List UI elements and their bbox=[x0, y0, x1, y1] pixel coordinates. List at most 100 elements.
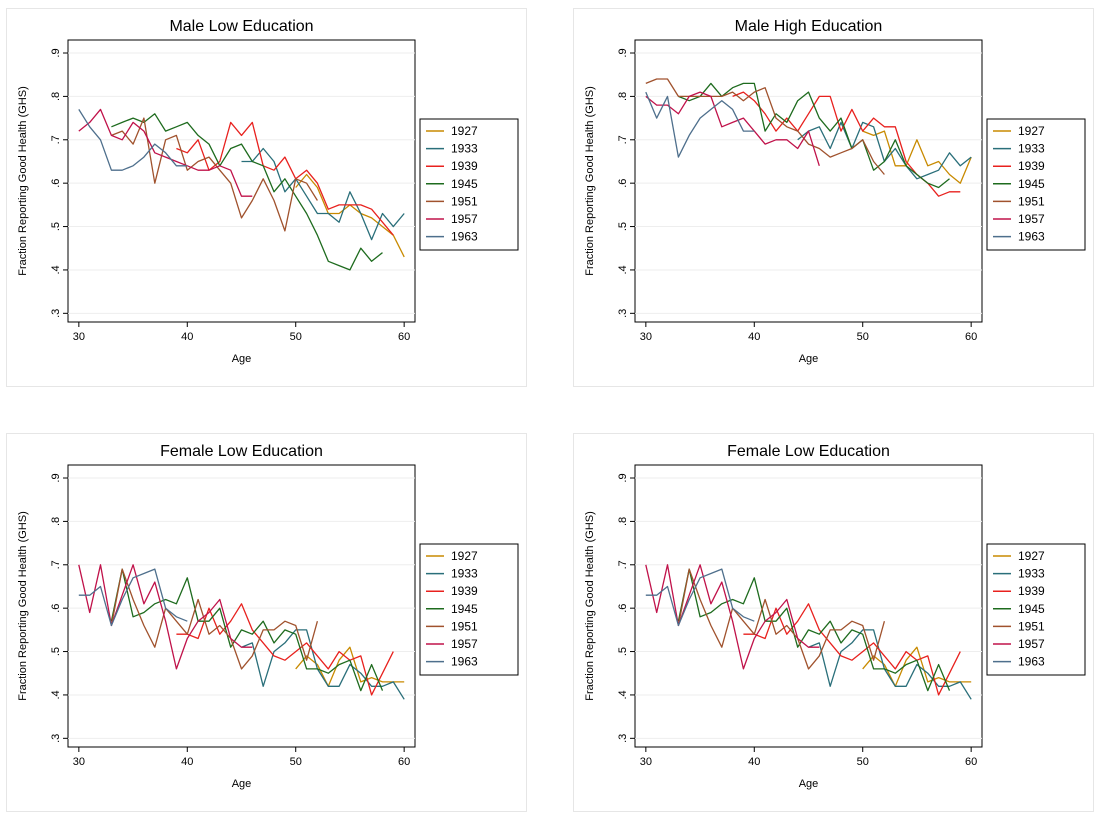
y-tick-label: .4 bbox=[617, 690, 629, 699]
x-tick-label: 50 bbox=[857, 756, 869, 768]
legend-label: 1933 bbox=[451, 142, 478, 156]
legend-label: 1957 bbox=[451, 637, 478, 651]
legend-label: 1957 bbox=[451, 212, 478, 226]
chart-svg: .3 .4 .5 .6 .7 .8 .9 30 40 50 60 Female Low Educati… bbox=[6, 433, 527, 812]
legend-label: 1963 bbox=[1018, 655, 1045, 669]
legend-label: 1951 bbox=[451, 194, 478, 208]
legend-label: 1927 bbox=[1018, 549, 1045, 563]
y-tick-label: .7 bbox=[50, 135, 62, 144]
y-tick-label: .6 bbox=[50, 179, 62, 188]
y-tick-label: .4 bbox=[50, 690, 62, 699]
series-line-1927 bbox=[862, 646, 972, 687]
x-tick-label: 30 bbox=[73, 756, 85, 768]
legend-label: 1939 bbox=[451, 584, 478, 598]
series-line-1927 bbox=[295, 646, 405, 687]
series-line-1945 bbox=[111, 113, 383, 271]
series-line-1933 bbox=[241, 147, 405, 241]
series-line-1933 bbox=[241, 629, 405, 700]
y-tick-label: .4 bbox=[50, 265, 62, 274]
y-tick-label: .5 bbox=[617, 222, 629, 231]
x-tick-label: 30 bbox=[640, 331, 652, 343]
y-tick-label: .7 bbox=[617, 560, 629, 569]
y-tick-label: .9 bbox=[617, 48, 629, 57]
x-tick-label: 50 bbox=[857, 331, 869, 343]
series-line-1945 bbox=[678, 82, 950, 189]
y-axis-label: Fraction Reporting Good Health (GHS) bbox=[584, 511, 596, 701]
x-tick-label: 60 bbox=[398, 756, 410, 768]
chart-panel-male-high-education: .3 .4 .5 .6 .7 .8 .9 30 40 50 60 Male High Educatio… bbox=[573, 8, 1097, 388]
y-tick-label: .8 bbox=[50, 517, 62, 526]
y-tick-label: .8 bbox=[617, 92, 629, 101]
x-axis-label: Age bbox=[799, 778, 819, 790]
x-tick-label: 60 bbox=[398, 331, 410, 343]
legend-label: 1939 bbox=[1018, 159, 1045, 173]
chart-title: Male High Education bbox=[735, 18, 883, 35]
legend-label: 1927 bbox=[451, 549, 478, 563]
series-line-1957 bbox=[78, 108, 253, 197]
x-tick-label: 30 bbox=[640, 756, 652, 768]
plot-area bbox=[67, 464, 416, 748]
legend-label: 1939 bbox=[1018, 584, 1045, 598]
y-tick-label: .3 bbox=[50, 309, 62, 318]
y-tick-label: .5 bbox=[50, 222, 62, 231]
legend-label: 1927 bbox=[451, 124, 478, 138]
series-line-1933 bbox=[808, 629, 972, 700]
x-axis-label: Age bbox=[232, 778, 252, 790]
x-tick-label: 40 bbox=[181, 756, 193, 768]
legend-label: 1951 bbox=[451, 619, 478, 633]
legend-label: 1945 bbox=[451, 177, 478, 191]
y-axis-label: Fraction Reporting Good Health (GHS) bbox=[584, 86, 596, 276]
legend-label: 1933 bbox=[1018, 567, 1045, 581]
legend-label: 1963 bbox=[451, 655, 478, 669]
x-tick-label: 30 bbox=[73, 331, 85, 343]
y-tick-label: .5 bbox=[50, 647, 62, 656]
x-tick-label: 40 bbox=[181, 331, 193, 343]
chart-svg: .3 .4 .5 .6 .7 .8 .9 30 40 50 60 Male High Educatio… bbox=[573, 8, 1094, 387]
series-line-1939 bbox=[176, 121, 394, 236]
legend-label: 1951 bbox=[1018, 194, 1045, 208]
series-line-1945 bbox=[677, 568, 951, 692]
y-tick-label: .6 bbox=[50, 604, 62, 613]
y-tick-label: .9 bbox=[50, 48, 62, 57]
x-tick-label: 60 bbox=[965, 331, 977, 343]
y-tick-label: .5 bbox=[617, 647, 629, 656]
chart-title: Female Low Education bbox=[727, 443, 890, 460]
y-tick-label: .8 bbox=[50, 92, 62, 101]
x-axis-label: Age bbox=[232, 353, 252, 365]
y-tick-label: .8 bbox=[617, 517, 629, 526]
y-tick-label: .7 bbox=[617, 135, 629, 144]
x-tick-label: 40 bbox=[748, 331, 760, 343]
y-tick-label: .9 bbox=[50, 473, 62, 482]
x-tick-label: 50 bbox=[290, 756, 302, 768]
legend-label: 1927 bbox=[1018, 124, 1045, 138]
legend-label: 1945 bbox=[1018, 177, 1045, 191]
legend-label: 1957 bbox=[1018, 212, 1045, 226]
series-line-1963 bbox=[78, 568, 188, 627]
x-tick-label: 40 bbox=[748, 756, 760, 768]
y-tick-label: .6 bbox=[617, 179, 629, 188]
y-tick-label: .6 bbox=[617, 604, 629, 613]
legend-label: 1951 bbox=[1018, 619, 1045, 633]
chart-svg: .3 .4 .5 .6 .7 .8 .9 30 40 50 60 Female Low Educati… bbox=[573, 433, 1094, 812]
series-line-1963 bbox=[645, 91, 755, 158]
chart-svg: .3 .4 .5 .6 .7 .8 .9 30 40 50 60 Male Low Education… bbox=[6, 8, 527, 387]
y-axis-label: Fraction Reporting Good Health (GHS) bbox=[17, 86, 29, 276]
x-tick-label: 60 bbox=[965, 756, 977, 768]
legend-label: 1963 bbox=[451, 230, 478, 244]
chart-panel-male-low-education: .3 .4 .5 .6 .7 .8 .9 30 40 50 60 Male Low Education… bbox=[6, 8, 532, 388]
series-line-1957 bbox=[645, 91, 820, 166]
series-line-1951 bbox=[110, 568, 319, 670]
chart-panel-female-low-education-right: .3 .4 .5 .6 .7 .8 .9 30 40 50 60 Female Low Educati… bbox=[573, 433, 1097, 813]
legend-label: 1939 bbox=[451, 159, 478, 173]
legend-label: 1933 bbox=[451, 567, 478, 581]
series-line-1951 bbox=[677, 568, 886, 670]
legend-label: 1933 bbox=[1018, 142, 1045, 156]
series-line-1957 bbox=[645, 564, 820, 670]
plot-area bbox=[67, 39, 416, 323]
plot-area bbox=[634, 464, 983, 748]
legend-label: 1945 bbox=[451, 602, 478, 616]
y-tick-label: .7 bbox=[50, 560, 62, 569]
series-line-1951 bbox=[645, 78, 885, 175]
legend-label: 1957 bbox=[1018, 637, 1045, 651]
series-line-1945 bbox=[110, 568, 384, 692]
